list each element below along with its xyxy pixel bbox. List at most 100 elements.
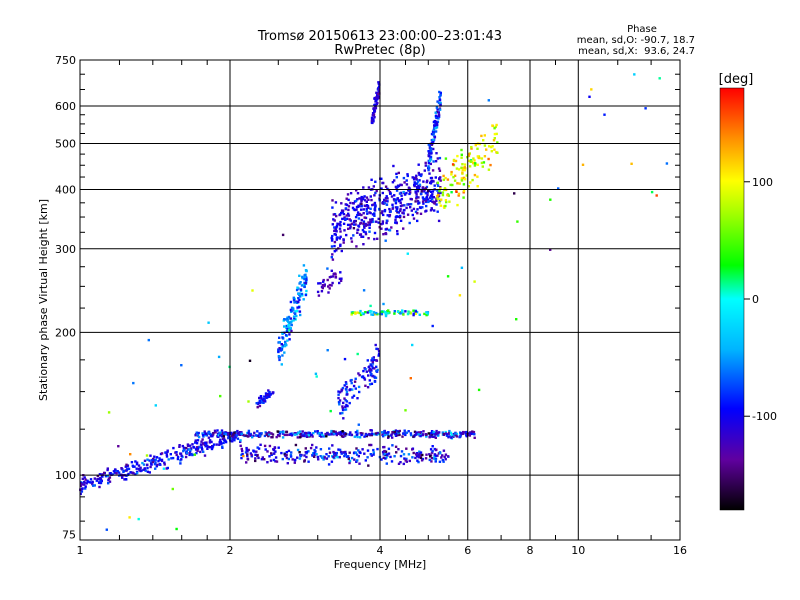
data-point xyxy=(417,171,420,175)
data-point xyxy=(234,436,237,439)
data-point xyxy=(384,312,388,315)
data-point xyxy=(422,430,425,433)
data-point xyxy=(448,431,451,435)
data-point xyxy=(496,151,499,154)
data-point xyxy=(98,485,101,489)
data-point xyxy=(285,451,288,454)
data-point xyxy=(415,174,418,177)
data-point xyxy=(427,168,430,172)
data-point xyxy=(460,153,463,156)
data-point xyxy=(462,189,466,193)
data-point xyxy=(432,430,435,434)
data-point xyxy=(372,448,375,452)
data-point xyxy=(395,176,398,179)
data-point xyxy=(263,434,267,438)
data-point xyxy=(194,439,197,443)
data-point xyxy=(267,389,270,392)
data-point xyxy=(360,218,363,222)
data-point xyxy=(352,223,356,226)
data-point xyxy=(471,178,474,182)
data-point xyxy=(371,203,374,207)
data-point xyxy=(487,99,490,102)
data-point xyxy=(338,281,341,285)
data-point xyxy=(373,214,376,217)
data-point xyxy=(278,358,281,362)
data-point xyxy=(366,223,369,227)
data-point xyxy=(322,435,325,438)
data-point xyxy=(148,459,151,462)
data-point xyxy=(450,433,453,437)
data-point xyxy=(125,468,129,471)
data-point xyxy=(143,467,146,470)
data-point xyxy=(373,231,377,235)
data-point xyxy=(344,399,347,402)
data-point xyxy=(419,451,423,454)
data-point xyxy=(402,176,406,180)
data-point xyxy=(363,376,366,380)
data-point xyxy=(467,159,470,162)
data-point xyxy=(301,275,304,279)
data-point xyxy=(396,310,400,313)
data-point xyxy=(352,394,356,397)
data-point xyxy=(467,185,470,188)
data-point xyxy=(377,354,380,357)
data-point xyxy=(380,312,384,316)
data-point xyxy=(364,433,368,436)
data-point xyxy=(391,436,394,439)
data-point xyxy=(261,456,264,459)
data-point xyxy=(255,450,258,453)
data-point xyxy=(449,431,453,435)
data-point xyxy=(220,432,224,435)
data-point xyxy=(303,277,306,281)
data-point xyxy=(153,455,156,458)
data-point xyxy=(390,460,394,463)
data-point xyxy=(341,217,344,221)
data-point xyxy=(254,453,257,456)
data-point xyxy=(372,356,375,359)
data-point xyxy=(347,198,350,202)
data-point xyxy=(120,467,123,470)
data-point xyxy=(197,431,200,435)
data-point xyxy=(434,111,437,114)
data-point xyxy=(181,444,184,448)
data-point xyxy=(399,219,403,222)
data-point xyxy=(199,443,203,446)
data-point xyxy=(332,213,335,216)
data-point xyxy=(430,194,433,197)
data-point xyxy=(273,452,276,455)
data-point xyxy=(414,310,418,313)
data-point xyxy=(383,449,386,453)
data-point xyxy=(355,208,358,211)
data-point xyxy=(372,220,375,223)
data-point xyxy=(355,460,358,463)
data-point xyxy=(296,448,300,452)
data-point xyxy=(469,431,472,434)
data-point xyxy=(438,451,442,454)
phase-stats-heading: Phase xyxy=(627,24,657,35)
data-point xyxy=(437,101,441,105)
data-point xyxy=(429,182,433,185)
data-point xyxy=(339,412,342,415)
data-point xyxy=(345,203,349,207)
data-point xyxy=(239,439,242,442)
data-point xyxy=(417,460,420,464)
data-point xyxy=(429,455,432,458)
data-point xyxy=(415,197,418,200)
data-point xyxy=(387,452,391,455)
data-point xyxy=(204,441,207,445)
data-point xyxy=(427,150,430,153)
data-point xyxy=(180,458,183,461)
data-point xyxy=(355,189,358,192)
data-point xyxy=(400,197,404,201)
data-point xyxy=(254,434,258,437)
data-point xyxy=(409,377,412,380)
data-point xyxy=(357,449,360,452)
data-point xyxy=(402,209,406,212)
data-point xyxy=(130,461,134,464)
data-point xyxy=(385,219,389,222)
data-point xyxy=(335,451,338,455)
data-point xyxy=(373,313,376,316)
data-point xyxy=(436,197,439,200)
data-point xyxy=(369,218,372,221)
data-point xyxy=(289,327,292,330)
